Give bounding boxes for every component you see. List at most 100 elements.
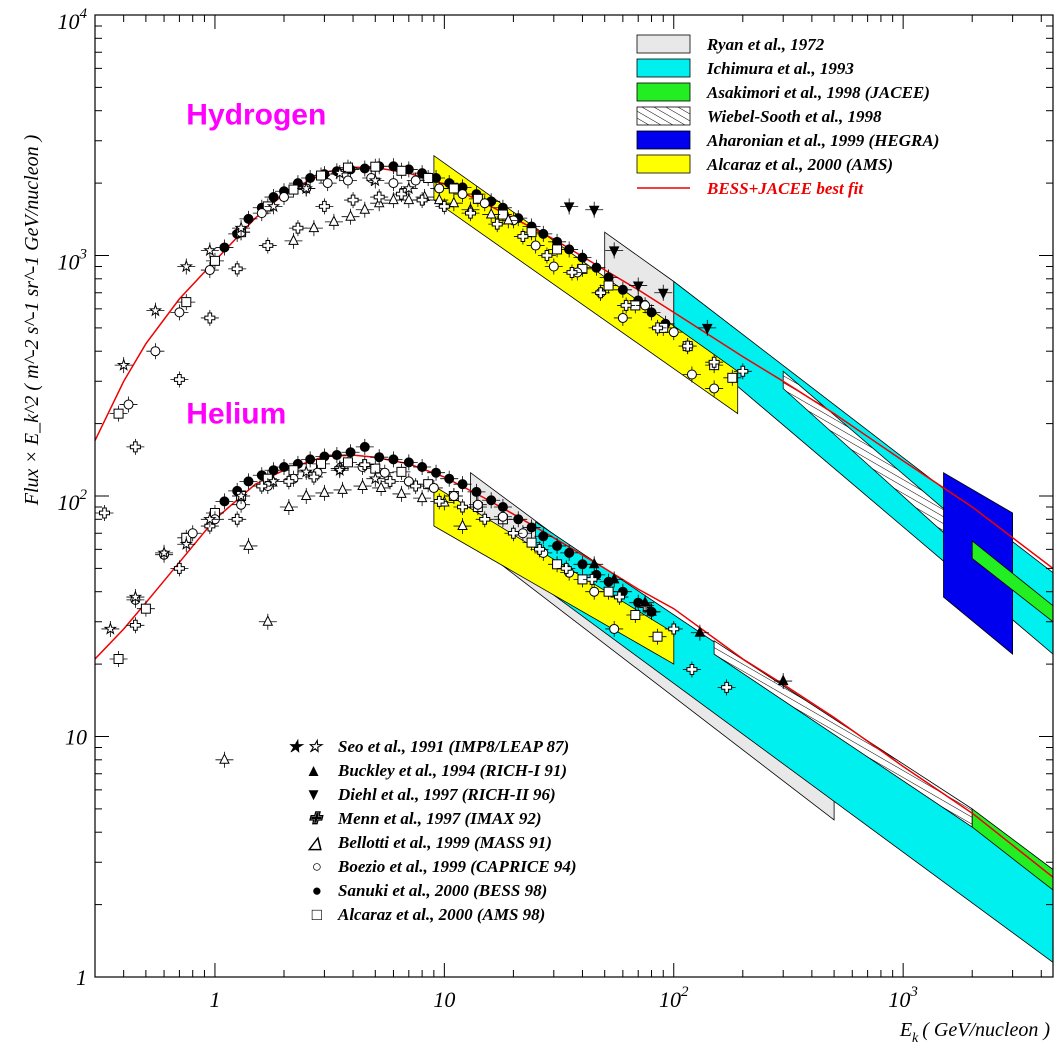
band-legend: Ryan et al., 1972 Ichimura et al., 1993 As… (636, 34, 939, 198)
data-point-8-15 (537, 247, 556, 264)
data-point-0-27-mark (577, 252, 588, 263)
data-point-10-4-mark (234, 221, 248, 234)
data-point-3-16-mark (552, 559, 563, 570)
data-point-1-2 (239, 473, 258, 490)
data-point-8-13 (488, 216, 507, 233)
data-point-5-14-mark (472, 499, 483, 510)
data-point-11-7-mark (299, 464, 314, 478)
data-point-7-10 (413, 490, 432, 507)
data-point-4-21-mark (617, 312, 628, 323)
data-point-6-2 (324, 213, 343, 230)
data-point-4-17-mark (530, 240, 541, 251)
data-point-10-0-mark (116, 358, 131, 371)
data-point-4-23-mark (668, 327, 679, 338)
data-point-10-1-mark (148, 303, 163, 317)
marker-legend-symbol-0: ★ ☆ (287, 737, 324, 756)
data-point-9-15-mark (507, 527, 519, 539)
data-point-3-10 (392, 463, 411, 480)
data-point-8-2-mark (204, 312, 216, 324)
data-point-11-0-mark (103, 621, 118, 635)
data-point-4-18 (544, 258, 563, 275)
data-point-9-23 (717, 679, 736, 696)
y-tick-label-base: 10 (58, 9, 80, 34)
data-point-6-9-mark (433, 193, 445, 205)
data-point-8-10 (413, 192, 432, 209)
data-point-8-5-mark (292, 222, 304, 234)
data-point-9-11-mark (410, 480, 422, 492)
data-point-4-22 (636, 297, 655, 314)
data-point-7-9-mark (396, 487, 407, 498)
data-point-8-21 (705, 354, 724, 371)
data-point-1-11 (355, 438, 374, 455)
data-point-6-13-mark (502, 213, 514, 225)
data-point-9-4-mark (231, 513, 243, 525)
data-point-3-7 (312, 455, 331, 472)
data-point-2-5 (284, 181, 303, 198)
data-point-12-1 (585, 201, 604, 218)
data-point-13-0-mark (588, 557, 600, 569)
data-point-1-24-mark (538, 531, 549, 542)
data-point-8-8 (370, 189, 389, 206)
data-point-2-6 (312, 167, 331, 184)
data-point-13-1-mark (608, 572, 620, 584)
data-point-8-20 (678, 338, 697, 355)
data-point-9-13 (453, 499, 472, 516)
data-point-6-7-mark (403, 193, 415, 205)
data-point-9-10 (381, 473, 400, 490)
x-tick-label: 102 (659, 984, 689, 1012)
data-point-8-5 (288, 220, 307, 237)
data-point-7-1-mark (243, 539, 254, 550)
data-point-4-8 (318, 175, 337, 192)
data-point-13-0 (585, 556, 604, 573)
data-point-4-5 (252, 205, 271, 222)
data-point-9-6 (279, 473, 298, 490)
data-point-6-0 (284, 232, 303, 249)
data-point-2-1 (177, 294, 196, 311)
data-point-4-0 (119, 396, 138, 413)
data-point-9-22-mark (686, 663, 698, 675)
data-point-11-0 (101, 620, 120, 637)
species-labels: Hydrogen Helium (186, 99, 326, 431)
data-point-3-15 (522, 534, 541, 551)
data-point-5-13 (444, 488, 463, 504)
band-legend-swatch-1 (636, 58, 691, 78)
data-point-12-1-mark (588, 205, 600, 217)
data-point-10-5 (264, 198, 283, 215)
data-point-4-2 (170, 304, 189, 321)
data-point-1-13-mark (388, 454, 399, 465)
data-point-8-20-mark (682, 340, 694, 352)
y-tick-label-base: 1 (76, 965, 87, 990)
data-point-10-4 (232, 220, 251, 237)
data-point-12-2 (605, 242, 624, 259)
y-tick-label-exp: 4 (80, 6, 88, 22)
data-point-4-12-mark (410, 175, 421, 186)
data-point-7-0 (215, 751, 234, 768)
data-point-2-2-mark (209, 255, 220, 266)
data-point-1-16-mark (431, 467, 442, 478)
data-point-9-2-mark (173, 562, 185, 574)
data-point-1-2-mark (243, 476, 254, 487)
data-point-5-10 (375, 464, 394, 481)
data-point-9-5-mark (256, 480, 268, 492)
data-point-1-17 (440, 470, 459, 487)
data-point-10-9 (399, 180, 418, 197)
data-point-5-19-mark (589, 586, 600, 597)
data-point-8-9-mark (395, 188, 407, 200)
data-point-10-6 (297, 180, 316, 197)
data-point-8-3 (228, 260, 247, 277)
y-tick-label: 102 (58, 487, 88, 515)
data-point-4-8-mark (322, 178, 333, 189)
data-point-3-19-mark (630, 610, 641, 621)
data-point-11-8-mark (333, 463, 347, 476)
data-point-4-11 (384, 175, 403, 192)
data-point-6-3 (341, 208, 360, 225)
data-point-8-4 (258, 237, 277, 254)
x-tick-label-base: 10 (433, 987, 455, 1012)
band-legend-label-1: Ichimura et al., 1993 (706, 59, 854, 78)
data-point-10-5-mark (266, 199, 281, 213)
data-point-8-19-mark (652, 322, 664, 334)
data-point-3-20-mark (652, 631, 663, 642)
data-point-1-22-mark (513, 514, 524, 525)
data-point-12-0-mark (563, 202, 575, 214)
data-point-8-1-mark (173, 374, 185, 386)
